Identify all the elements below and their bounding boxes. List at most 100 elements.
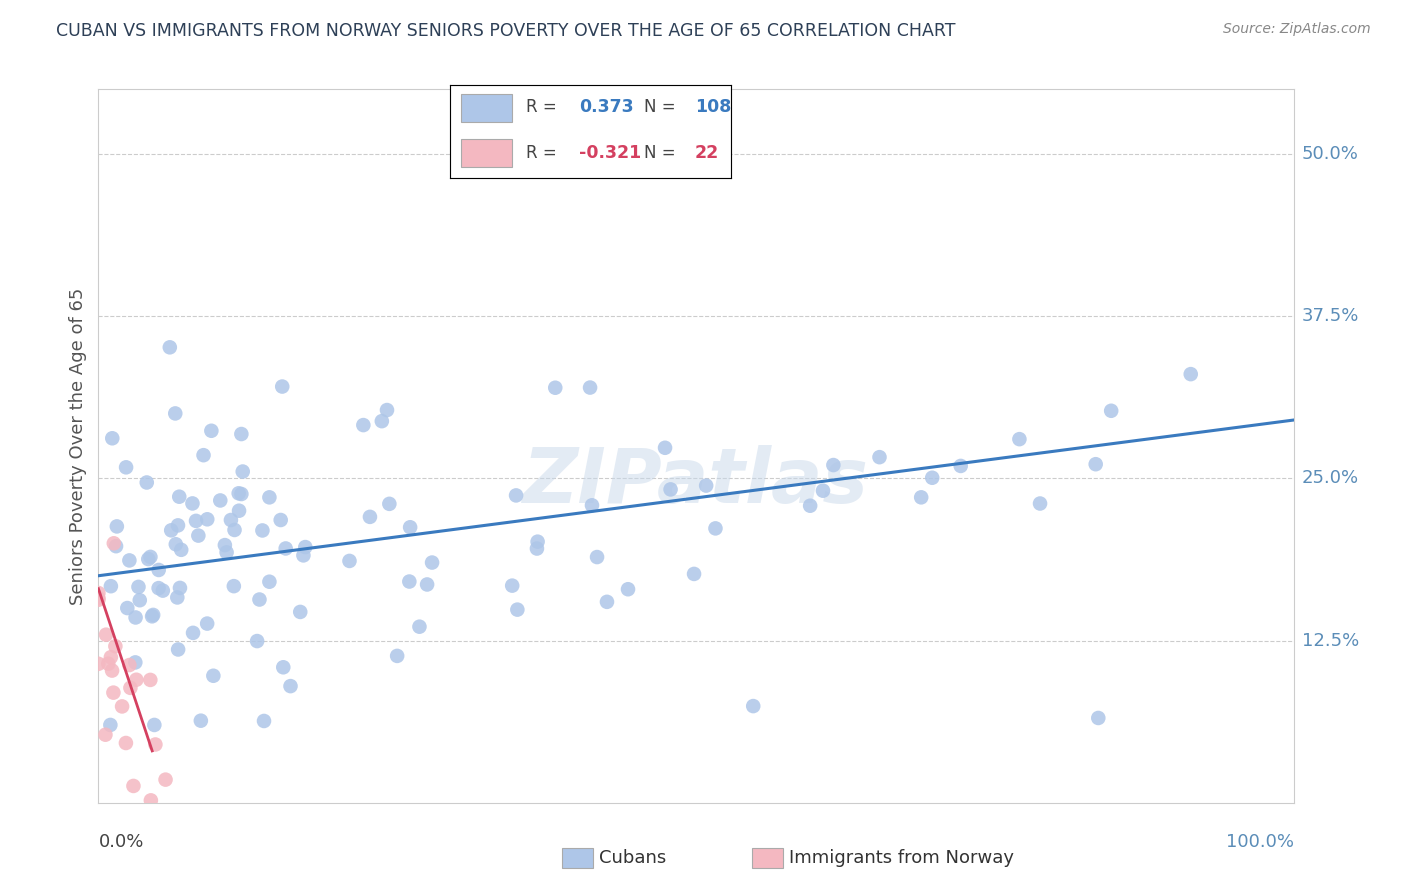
Point [202, 669, 225, 683]
Point [166, 591, 188, 605]
Point [104, 639, 127, 653]
Bar [461, 95, 512, 122]
Point [143, 718, 166, 732]
Point [165, 406, 187, 420]
Point [385, 648, 408, 663]
Point [742, 699, 765, 714]
Point [596, 595, 619, 609]
Point [526, 541, 548, 556]
Text: ZIPatlas: ZIPatlas [523, 445, 869, 518]
Point [823, 458, 845, 472]
Point [259, 574, 281, 589]
Point [118, 553, 141, 567]
Text: 108: 108 [695, 98, 731, 116]
Point [209, 493, 232, 508]
Point [219, 513, 242, 527]
Point [160, 524, 183, 538]
Text: N =: N = [644, 145, 675, 162]
Point [167, 518, 190, 533]
Point [339, 554, 361, 568]
Point [949, 458, 972, 473]
Point [139, 673, 162, 687]
Point [232, 465, 254, 479]
Point [270, 513, 292, 527]
Point [128, 593, 150, 607]
Point [222, 579, 245, 593]
Point [167, 642, 190, 657]
Point [125, 673, 148, 687]
Text: 37.5%: 37.5% [1302, 307, 1360, 326]
Point [224, 523, 246, 537]
Point [1087, 711, 1109, 725]
Point [910, 491, 932, 505]
Point [811, 483, 834, 498]
Point [103, 685, 125, 699]
Point [290, 605, 312, 619]
Text: R =: R = [526, 145, 557, 162]
Point [544, 381, 567, 395]
Point [1084, 457, 1107, 471]
Y-axis label: Seniors Poverty Over the Age of 65: Seniors Poverty Over the Age of 65 [69, 287, 87, 605]
Point [115, 736, 138, 750]
Point [359, 509, 381, 524]
Text: 50.0%: 50.0% [1302, 145, 1358, 163]
Point [139, 793, 162, 807]
Point [659, 483, 682, 497]
Point [152, 583, 174, 598]
Point [399, 520, 422, 534]
Point [274, 541, 297, 556]
Point [100, 579, 122, 593]
Point [193, 448, 215, 462]
Point [94, 628, 117, 642]
Point [101, 664, 124, 678]
Point [292, 549, 315, 563]
Point [581, 498, 603, 512]
Point [169, 581, 191, 595]
Point [1099, 404, 1122, 418]
Point [398, 574, 420, 589]
Text: 0.373: 0.373 [579, 98, 634, 116]
Point [105, 519, 128, 533]
Point [117, 601, 139, 615]
Point [252, 524, 274, 538]
Point [1180, 367, 1202, 381]
Point [228, 504, 250, 518]
Point [799, 499, 821, 513]
Point [97, 657, 120, 671]
Point [214, 538, 236, 552]
Point [501, 579, 523, 593]
Point [869, 450, 891, 465]
Point [103, 536, 125, 550]
Text: N =: N = [644, 98, 675, 116]
Point [141, 609, 163, 624]
Point [167, 490, 190, 504]
Point [271, 379, 294, 393]
Point [231, 487, 253, 501]
Text: 0.0%: 0.0% [98, 833, 143, 851]
Point [155, 772, 177, 787]
Point [195, 616, 218, 631]
Text: 100.0%: 100.0% [1226, 833, 1294, 851]
Point [420, 556, 443, 570]
Point [271, 660, 294, 674]
Point [122, 779, 145, 793]
Point [148, 563, 170, 577]
Point [1008, 432, 1031, 446]
Point [228, 486, 250, 500]
Point [249, 592, 271, 607]
Text: CUBAN VS IMMIGRANTS FROM NORWAY SENIORS POVERTY OVER THE AGE OF 65 CORRELATION C: CUBAN VS IMMIGRANTS FROM NORWAY SENIORS … [56, 22, 956, 40]
Point [135, 475, 157, 490]
Point [259, 491, 281, 505]
Point [505, 488, 527, 502]
Point [87, 657, 110, 671]
Point [124, 610, 146, 624]
Point [1029, 496, 1052, 510]
Point [184, 514, 207, 528]
Point [124, 656, 146, 670]
Point [190, 714, 212, 728]
Point [253, 714, 276, 728]
Point [695, 478, 717, 492]
Point [139, 549, 162, 564]
Point [378, 497, 401, 511]
Point [170, 542, 193, 557]
